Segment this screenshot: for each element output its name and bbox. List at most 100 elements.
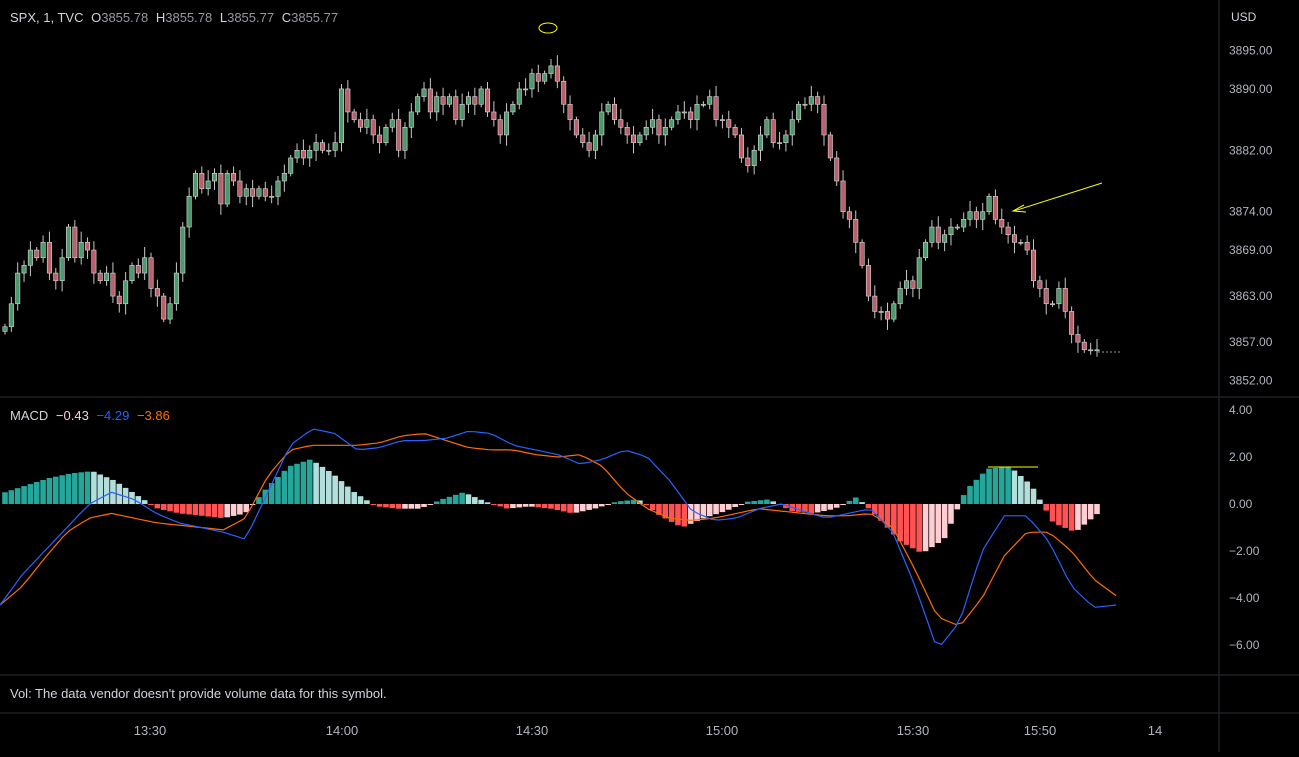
candle-body — [465, 96, 471, 105]
candle-body — [85, 242, 91, 251]
macd-histogram-bar — [745, 501, 751, 504]
candle-body — [510, 103, 516, 113]
macd-histogram-bar — [1018, 476, 1024, 504]
macd-histogram-bar — [268, 483, 275, 504]
macd-histogram-bar — [535, 504, 542, 508]
symbol-title[interactable]: SPX, 1, TVC — [10, 10, 84, 25]
highlight-circle-drawing[interactable] — [538, 22, 558, 34]
macd-legend[interactable]: MACD −0.43 −4.29 −3.86 — [10, 408, 174, 423]
open-value: 3855.78 — [101, 10, 149, 25]
macd-indicator-name[interactable]: MACD — [10, 408, 49, 423]
candle-body — [853, 219, 859, 243]
candle-body — [643, 126, 649, 136]
macd-histogram-bar — [65, 473, 72, 504]
candle-body — [135, 265, 141, 274]
macd-histogram-bar — [687, 504, 694, 524]
macd-histogram-bar — [192, 504, 199, 516]
candle-body — [358, 119, 364, 128]
macd-histogram-bar — [332, 475, 338, 504]
candle-body — [834, 157, 840, 182]
close-label: C — [281, 10, 292, 25]
symbol-legend[interactable]: SPX, 1, TVC O3855.78 H3855.78 L3855.77 C… — [10, 10, 342, 25]
macd-histogram-bar — [1005, 466, 1011, 504]
candle-body — [554, 65, 560, 82]
candle-body — [872, 295, 878, 312]
candle-body — [104, 272, 110, 282]
candle-body — [884, 311, 890, 320]
candle-body — [726, 119, 732, 128]
candle-body — [262, 188, 268, 197]
macd-histogram-bar — [770, 501, 777, 504]
macd-histogram-bar — [129, 491, 135, 504]
candle-body — [478, 88, 484, 105]
candle-body — [237, 180, 243, 197]
candle-body — [1011, 234, 1017, 243]
macd-histogram-bar — [116, 483, 123, 504]
macd-tick-label: −4.00 — [1229, 591, 1260, 605]
macd-histogram-bar — [478, 499, 484, 504]
candle-body — [294, 150, 300, 159]
candle-body — [923, 242, 929, 259]
macd-histogram-bar — [1087, 504, 1094, 520]
price-tick-label: 3874.00 — [1229, 205, 1273, 219]
candle-body — [123, 280, 129, 305]
candle-body — [770, 119, 776, 143]
candle-body — [1031, 249, 1037, 282]
candle-body — [586, 142, 592, 151]
time-axis[interactable]: 13:30 14:00 14:30 15:00 15:30 15:50 14 — [134, 723, 1163, 738]
macd-histogram-bar — [484, 502, 491, 504]
macd-histogram-bar — [719, 504, 726, 513]
candle-body — [1043, 288, 1049, 305]
macd-histogram-bar — [491, 504, 497, 505]
candle-body — [326, 150, 332, 152]
macd-histogram-bar — [52, 476, 59, 504]
macd-histogram-bar — [967, 485, 973, 504]
macd-histogram-bar — [929, 504, 935, 548]
candle-body — [231, 173, 237, 182]
candlestick-series[interactable] — [2, 55, 1100, 357]
candle-body — [656, 119, 662, 136]
candle-body — [434, 96, 440, 113]
price-tick-label: 3895.00 — [1229, 44, 1273, 58]
macd-histogram-bar — [275, 476, 281, 504]
macd-value-axis[interactable]: 4.00 2.00 0.00 −2.00 −4.00 −6.00 — [1229, 403, 1260, 652]
macd-histogram-bar — [110, 479, 116, 504]
candle-body — [751, 150, 757, 166]
macd-histogram-bar — [510, 504, 516, 509]
candle-body — [1056, 288, 1062, 305]
candle-body — [929, 226, 935, 243]
macd-histogram-bar — [624, 500, 630, 504]
macd-histogram-bar — [700, 504, 707, 519]
candle-body — [738, 134, 744, 159]
candle-body — [694, 103, 700, 120]
price-axis[interactable]: 3895.00 3890.00 3882.00 3874.00 3869.00 3863.… — [1229, 44, 1273, 388]
macd-histogram-bar — [592, 504, 599, 509]
candle-body — [383, 126, 389, 143]
candle-body — [542, 73, 548, 82]
macd-histogram-bar — [814, 504, 821, 513]
macd-histogram-bar — [364, 500, 370, 504]
macd-histogram-bar — [935, 504, 942, 544]
macd-histogram-bar — [516, 504, 523, 508]
candle-body — [319, 142, 325, 151]
arrow-drawing-shaft[interactable] — [1013, 182, 1103, 212]
macd-histogram-bar — [40, 479, 46, 504]
candle-body — [389, 119, 395, 128]
macd-histogram-bar — [732, 504, 738, 508]
candle-body — [72, 226, 78, 259]
macd-histogram-bar — [306, 459, 313, 504]
macd-histogram-bar — [338, 481, 345, 504]
candle-body — [21, 265, 27, 274]
macd-histogram-bar — [27, 484, 34, 504]
macd-histogram-bar — [681, 504, 688, 527]
currency-label[interactable]: USD — [1231, 10, 1257, 24]
candle-body — [783, 134, 789, 143]
candle-body — [681, 111, 687, 114]
candle-body — [154, 288, 160, 297]
price-tick-label: 3857.00 — [1229, 335, 1273, 349]
candle-body — [459, 103, 465, 120]
candle-body — [859, 242, 865, 266]
macd-histogram-bar — [503, 504, 510, 509]
